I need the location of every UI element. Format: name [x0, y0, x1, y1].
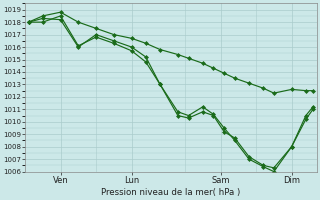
X-axis label: Pression niveau de la mer( hPa ): Pression niveau de la mer( hPa ) [101, 188, 240, 197]
